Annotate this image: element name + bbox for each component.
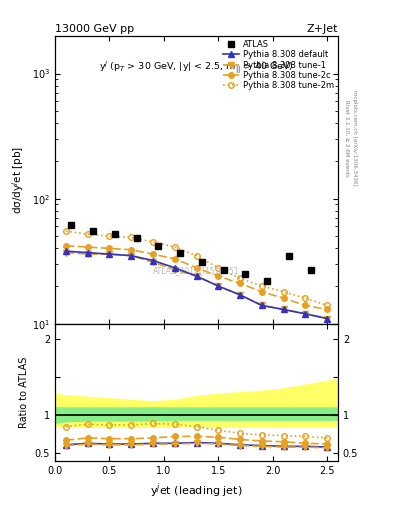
- Pythia 8.308 tune-2c: [281, 295, 286, 301]
- Pythia 8.308 tune-2m: [107, 233, 112, 239]
- Pythia 8.308 tune-2c: [107, 245, 112, 251]
- X-axis label: y$^{j}$et (leading jet): y$^{j}$et (leading jet): [150, 481, 243, 500]
- Pythia 8.308 tune-2m: [64, 228, 68, 234]
- Pythia 8.308 tune-1: [194, 273, 199, 279]
- ATLAS: [112, 231, 117, 237]
- ATLAS: [243, 271, 248, 277]
- ATLAS: [69, 222, 74, 228]
- Pythia 8.308 tune-1: [173, 267, 177, 273]
- Pythia 8.308 default: [85, 249, 90, 255]
- Pythia 8.308 tune-2m: [216, 265, 220, 271]
- Pythia 8.308 default: [107, 251, 112, 257]
- Pythia 8.308 default: [129, 252, 134, 259]
- Pythia 8.308 tune-2m: [194, 252, 199, 259]
- Y-axis label: Ratio to ATLAS: Ratio to ATLAS: [19, 356, 29, 428]
- Pythia 8.308 tune-2c: [173, 256, 177, 262]
- Pythia 8.308 tune-1: [85, 251, 90, 257]
- Pythia 8.308 default: [325, 315, 329, 322]
- Pythia 8.308 tune-1: [129, 252, 134, 259]
- Pythia 8.308 tune-2c: [216, 273, 220, 279]
- Pythia 8.308 tune-2m: [173, 244, 177, 250]
- Pythia 8.308 tune-2c: [194, 265, 199, 271]
- Pythia 8.308 tune-2m: [259, 283, 264, 289]
- Pythia 8.308 tune-2c: [259, 289, 264, 295]
- Pythia 8.308 tune-2m: [325, 303, 329, 309]
- Pythia 8.308 default: [194, 273, 199, 279]
- Text: mcplots.cern.ch [arXiv:1306.3436]: mcplots.cern.ch [arXiv:1306.3436]: [352, 91, 357, 186]
- Text: 13000 GeV pp: 13000 GeV pp: [55, 24, 134, 34]
- Pythia 8.308 default: [281, 306, 286, 312]
- Pythia 8.308 tune-1: [151, 259, 155, 265]
- Pythia 8.308 tune-1: [281, 306, 286, 312]
- ATLAS: [156, 243, 161, 249]
- Line: Pythia 8.308 default: Pythia 8.308 default: [63, 248, 330, 322]
- Pythia 8.308 tune-2c: [238, 281, 242, 287]
- Pythia 8.308 default: [64, 248, 68, 254]
- Legend: ATLAS, Pythia 8.308 default, Pythia 8.308 tune-1, Pythia 8.308 tune-2c, Pythia 8: ATLAS, Pythia 8.308 default, Pythia 8.30…: [221, 38, 336, 92]
- Line: ATLAS: ATLAS: [68, 221, 314, 284]
- Pythia 8.308 default: [151, 258, 155, 264]
- Pythia 8.308 tune-1: [64, 249, 68, 255]
- Pythia 8.308 tune-2c: [325, 306, 329, 312]
- Pythia 8.308 tune-2m: [281, 289, 286, 295]
- Pythia 8.308 default: [216, 283, 220, 289]
- Line: Pythia 8.308 tune-2c: Pythia 8.308 tune-2c: [63, 243, 330, 312]
- ATLAS: [91, 228, 95, 234]
- Pythia 8.308 tune-2m: [85, 231, 90, 237]
- Line: Pythia 8.308 tune-2m: Pythia 8.308 tune-2m: [63, 228, 330, 308]
- Pythia 8.308 tune-2c: [129, 247, 134, 253]
- Pythia 8.308 tune-2m: [129, 234, 134, 241]
- Pythia 8.308 tune-2m: [238, 275, 242, 282]
- Pythia 8.308 tune-1: [303, 311, 308, 317]
- Pythia 8.308 default: [259, 303, 264, 309]
- Pythia 8.308 tune-2c: [151, 251, 155, 257]
- ATLAS: [309, 267, 313, 273]
- Pythia 8.308 tune-1: [238, 292, 242, 298]
- Y-axis label: dσ/dy$^{j}$et [pb]: dσ/dy$^{j}$et [pb]: [11, 146, 26, 214]
- Pythia 8.308 tune-1: [107, 251, 112, 257]
- Pythia 8.308 tune-1: [259, 303, 264, 309]
- Text: ATLAS_2017_I1514251: ATLAS_2017_I1514251: [153, 266, 240, 275]
- Text: y$^{j}$ (p$_{T}$ > 30 GeV, |y| < 2.5, m$_{||}$ > 40 GeV): y$^{j}$ (p$_{T}$ > 30 GeV, |y| < 2.5, m$…: [99, 59, 294, 76]
- ATLAS: [221, 267, 226, 273]
- Pythia 8.308 tune-2c: [85, 244, 90, 250]
- Pythia 8.308 tune-1: [216, 283, 220, 289]
- Pythia 8.308 default: [303, 311, 308, 317]
- ATLAS: [134, 236, 139, 242]
- Pythia 8.308 tune-1: [325, 315, 329, 322]
- Pythia 8.308 tune-2m: [303, 295, 308, 301]
- Pythia 8.308 default: [238, 292, 242, 298]
- Pythia 8.308 default: [173, 265, 177, 271]
- ATLAS: [265, 278, 270, 284]
- Line: Pythia 8.308 tune-1: Pythia 8.308 tune-1: [63, 250, 330, 322]
- Text: Rivet 3.1.10, ≥ 2.6M events: Rivet 3.1.10, ≥ 2.6M events: [344, 100, 349, 177]
- ATLAS: [178, 249, 182, 255]
- ATLAS: [286, 252, 291, 259]
- Text: Z+Jet: Z+Jet: [307, 24, 338, 34]
- Pythia 8.308 tune-2m: [151, 239, 155, 245]
- ATLAS: [200, 259, 204, 265]
- Pythia 8.308 tune-2c: [64, 243, 68, 249]
- Pythia 8.308 tune-2c: [303, 303, 308, 309]
